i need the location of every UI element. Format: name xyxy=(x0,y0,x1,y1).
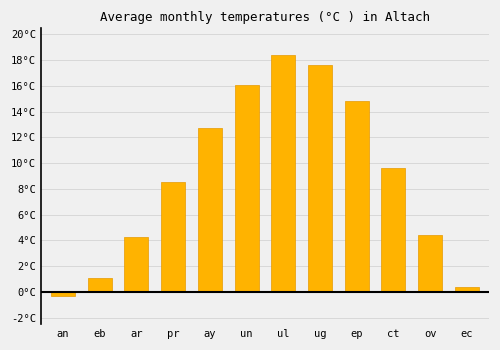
Bar xyxy=(418,235,442,292)
Bar xyxy=(124,237,148,292)
Bar xyxy=(308,65,332,292)
Bar xyxy=(234,85,258,292)
Bar xyxy=(51,292,75,296)
Bar xyxy=(272,55,295,292)
Bar xyxy=(161,182,185,292)
Bar xyxy=(345,102,368,292)
Bar xyxy=(382,168,406,292)
Bar xyxy=(455,287,479,292)
Title: Average monthly temperatures (°C ) in Altach: Average monthly temperatures (°C ) in Al… xyxy=(100,11,430,24)
Bar xyxy=(198,128,222,292)
Bar xyxy=(88,278,112,292)
